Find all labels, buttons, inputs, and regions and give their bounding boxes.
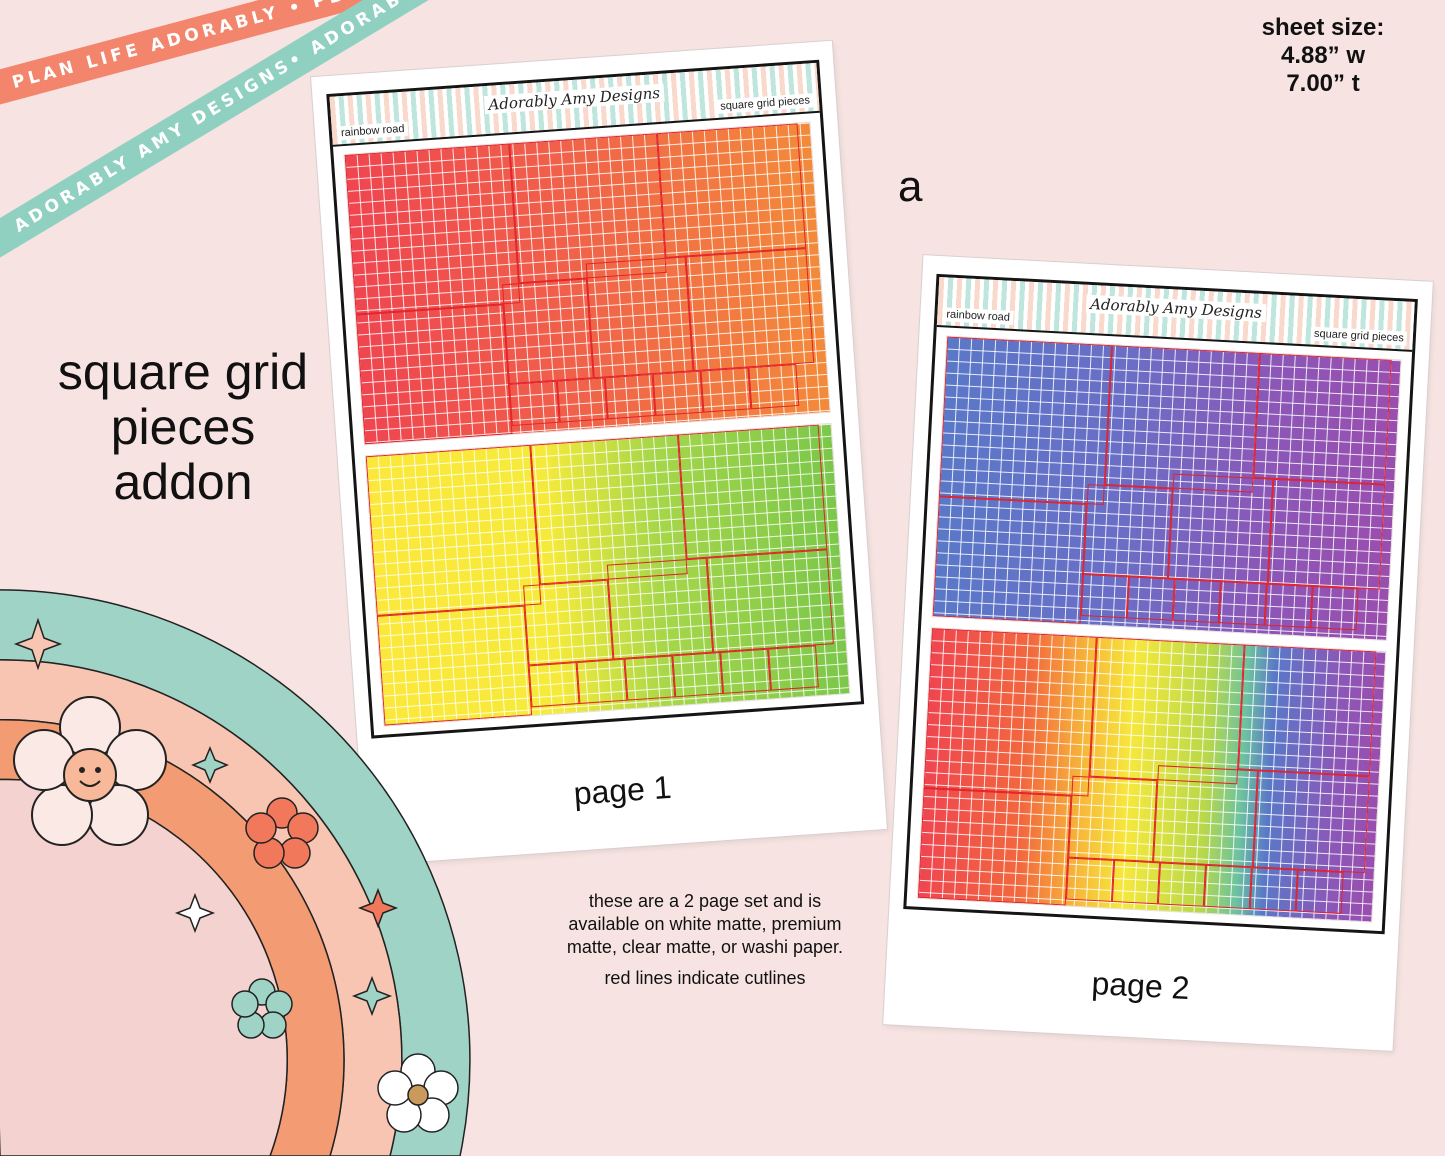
product-title: square grid pieces addon — [18, 345, 348, 510]
cutline — [1172, 578, 1221, 624]
cutline — [1203, 864, 1252, 910]
page-caption: page 2 — [1090, 965, 1191, 1007]
cutline — [585, 256, 694, 379]
cutline — [1089, 636, 1245, 785]
cutline — [672, 652, 724, 698]
cutline — [768, 645, 819, 691]
cutline — [1111, 859, 1161, 905]
cutline — [932, 496, 1087, 624]
sheet-header-logo: Adorably Amy Designs — [1085, 294, 1267, 323]
title-line-3: addon — [113, 454, 253, 510]
flower-icon — [245, 797, 319, 869]
title-line-1: square grid — [57, 344, 309, 400]
cutline — [1253, 352, 1392, 485]
sparkle-icon — [174, 892, 216, 934]
cutline — [1126, 576, 1175, 621]
cutline — [1153, 765, 1258, 868]
cutline — [748, 364, 800, 410]
cutline — [1065, 857, 1115, 902]
cutline — [1252, 770, 1370, 874]
cutline — [1218, 581, 1267, 626]
cutline — [706, 549, 834, 653]
cutline — [344, 143, 521, 315]
cutline — [355, 304, 513, 445]
info-cutlines: red lines indicate cutlines — [604, 968, 806, 988]
cutline — [1167, 473, 1274, 584]
sparkle-icon — [13, 617, 63, 671]
sheet-header-right: square grid pieces — [716, 93, 814, 114]
sheet-header-logo: Adorably Amy Designs — [483, 83, 665, 115]
sheet-size-width: 4.88” w — [1280, 42, 1366, 69]
sparkle-icon — [357, 887, 399, 929]
sticker-sheet-page-2: rainbow road Adorably Amy Designs square… — [883, 255, 1433, 1051]
cutline — [652, 370, 704, 416]
cutline — [1238, 644, 1377, 777]
cutline — [1080, 573, 1129, 619]
sheet-size-height: 7.00” t — [1286, 70, 1360, 97]
cutline — [624, 655, 676, 701]
cutline — [1249, 867, 1298, 912]
cutline — [604, 374, 656, 420]
sheet-size-label: sheet size: — [1261, 14, 1385, 41]
cutline — [1104, 345, 1260, 493]
smiley-flower-icon — [13, 696, 167, 846]
sparkle-icon — [191, 746, 229, 784]
cutline — [677, 424, 828, 560]
cutline — [1264, 583, 1313, 628]
grid-block-rainbow — [916, 627, 1387, 923]
variant-badge: a — [898, 162, 923, 211]
cutline — [1267, 478, 1386, 590]
grid-block-warm — [343, 121, 831, 446]
cutline — [523, 579, 614, 666]
cutline — [685, 248, 815, 372]
cutline — [528, 662, 580, 708]
cutline — [1083, 484, 1173, 579]
cutline — [923, 628, 1097, 797]
sheet-header-left: rainbow road — [943, 307, 1014, 325]
cutline — [606, 557, 714, 660]
sheet-header-left: rainbow road — [337, 121, 408, 141]
cutline — [501, 278, 594, 385]
cutline — [938, 336, 1113, 505]
decorative-rainbow — [0, 589, 471, 1156]
daisy-icon — [377, 1053, 459, 1133]
cutline — [576, 658, 628, 704]
cutline — [917, 787, 1072, 906]
cutline — [1310, 586, 1359, 631]
cutline — [720, 648, 771, 694]
cutline — [1157, 862, 1206, 907]
cutline — [556, 377, 608, 423]
sheet-preview: rainbow road Adorably Amy Designs square… — [903, 273, 1418, 935]
cutline — [1068, 775, 1158, 863]
sheet-size-info: sheet size: 4.88” w 7.00” t — [1253, 14, 1393, 98]
sheet-header-right: square grid pieces — [1310, 326, 1408, 346]
cutline — [508, 380, 560, 427]
info-paper-options: these are a 2 page set and is available … — [566, 891, 844, 957]
cutline — [1295, 869, 1344, 914]
title-line-2: pieces — [110, 399, 256, 455]
sparkle-icon — [351, 975, 393, 1017]
grid-block-blue-purple — [931, 335, 1402, 641]
product-info: these are a 2 page set and is available … — [560, 890, 850, 998]
flower-icon — [231, 978, 293, 1039]
cutline — [656, 123, 807, 258]
cutline — [700, 367, 752, 413]
